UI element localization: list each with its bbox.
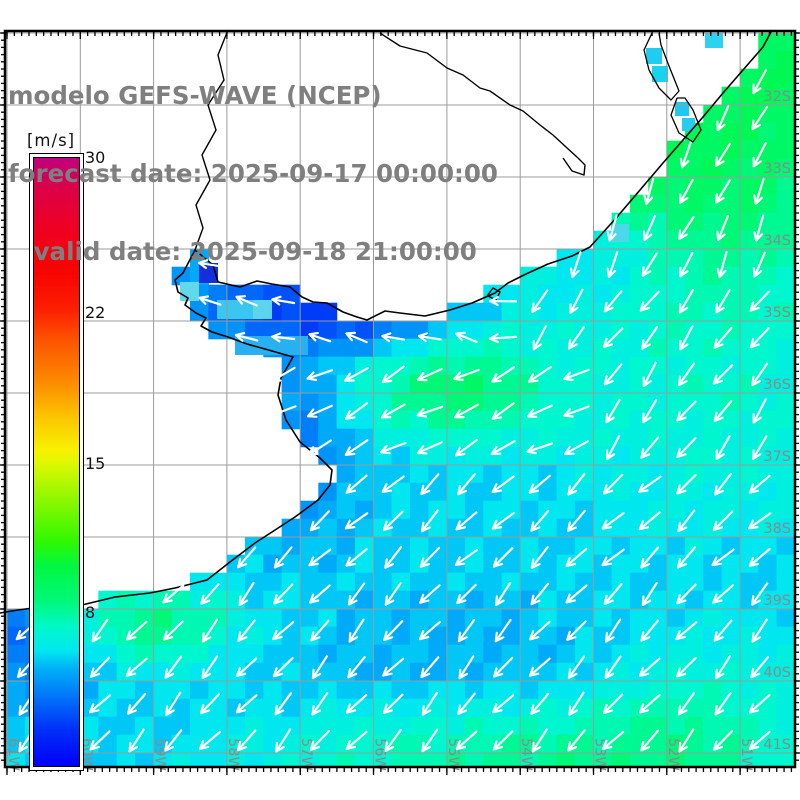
- lat-label-36S: 36S: [763, 377, 791, 393]
- lon-label-60W: 60W: [78, 738, 94, 771]
- colorbar-tick-15: 15: [85, 454, 106, 473]
- field-cell-patch: [217, 300, 254, 319]
- field-cell-patch: [611, 224, 629, 242]
- plot-title: modelo GEFS-WAVE (NCEP) forecast date: 2…: [8, 31, 498, 317]
- lagoon-outline-1: [670, 97, 702, 143]
- colorbar: [33, 157, 80, 767]
- lat-label-37S: 37S: [763, 449, 791, 465]
- lon-label-61W: 61W: [5, 738, 21, 771]
- lat-label-39S: 39S: [763, 593, 791, 609]
- lon-label-59W: 59W: [152, 738, 168, 771]
- lat-label-32S: 32S: [763, 89, 791, 105]
- lon-label-56W: 56W: [372, 738, 388, 771]
- lat-label-35S: 35S: [763, 305, 791, 321]
- lon-label-52W: 52W: [665, 738, 681, 771]
- title-valid-line: valid date: 2025-09-18 21:00:00: [8, 237, 477, 266]
- colorbar-tick-30: 30: [85, 148, 106, 167]
- field-cell-patch: [646, 48, 662, 64]
- lat-label-38S: 38S: [763, 521, 791, 537]
- field-cell-patch: [675, 102, 689, 116]
- river-border-line-1: [379, 32, 586, 176]
- field-cell-patch: [652, 66, 668, 82]
- field-cell-patch: [682, 118, 695, 131]
- field-cell-patch: [235, 336, 308, 355]
- field-cell-patch: [253, 300, 272, 319]
- field-cell-patch: [705, 33, 723, 48]
- lon-label-54W: 54W: [518, 738, 534, 771]
- lagoon-outline-0: [643, 32, 680, 101]
- colorbar-unit-label: [m/s]: [27, 131, 76, 150]
- river-border-line-0: [194, 29, 229, 251]
- title-forecast-line: forecast date: 2025-09-17 00:00:00: [8, 159, 498, 188]
- lat-label-41S: 41S: [763, 737, 791, 753]
- lat-label-40S: 40S: [763, 665, 791, 681]
- lon-label-58W: 58W: [225, 738, 241, 771]
- map-frame-border: [3, 29, 797, 769]
- coastline: [0, 29, 773, 614]
- title-model-line: modelo GEFS-WAVE (NCEP): [8, 81, 382, 110]
- colorbar-tick-22: 22: [85, 303, 106, 322]
- graticule: [5, 31, 795, 767]
- lon-label-57W: 57W: [298, 738, 314, 771]
- colorbar-tick-8: 8: [85, 603, 96, 622]
- lat-label-33S: 33S: [763, 161, 791, 177]
- lat-label-34S: 34S: [763, 233, 791, 249]
